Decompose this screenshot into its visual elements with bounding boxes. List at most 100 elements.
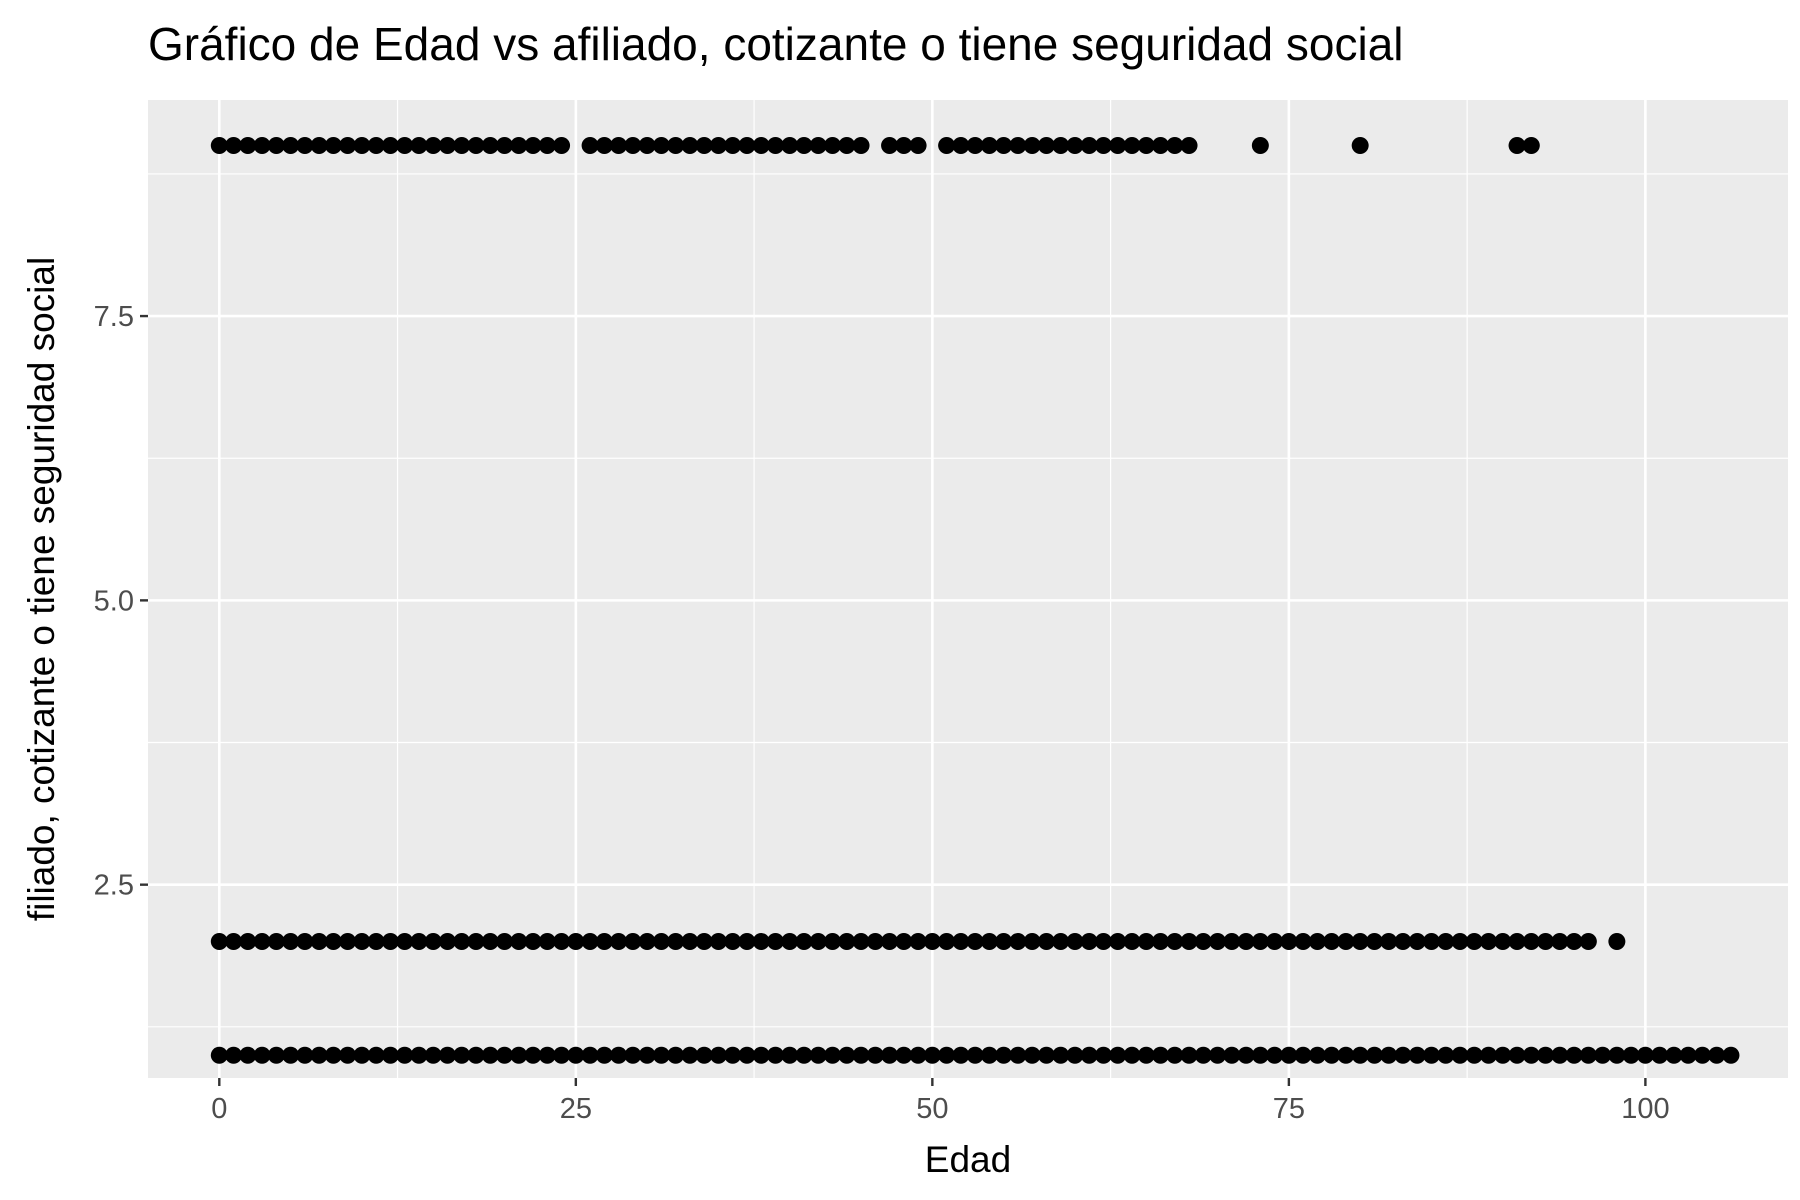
x-axis: 0 25 50 75 100 (211, 1078, 1670, 1125)
data-point (667, 933, 685, 951)
data-point (881, 1046, 899, 1064)
data-point (381, 1046, 399, 1064)
data-point (1152, 1046, 1170, 1064)
data-point (809, 933, 827, 951)
data-point (724, 933, 742, 951)
data-point (681, 933, 699, 951)
data-point (881, 933, 899, 951)
data-point (467, 136, 485, 154)
data-point (1237, 1046, 1255, 1064)
data-point (524, 136, 542, 154)
data-point (253, 933, 271, 951)
data-point (766, 933, 784, 951)
data-point (852, 136, 870, 154)
data-point (296, 1046, 314, 1064)
data-point (1551, 933, 1569, 951)
data-point (980, 136, 998, 154)
data-point (1594, 1046, 1612, 1064)
data-point (324, 933, 342, 951)
data-point (1080, 136, 1098, 154)
data-point (310, 933, 328, 951)
data-point (1537, 1046, 1555, 1064)
data-point (980, 933, 998, 951)
data-point (1422, 1046, 1440, 1064)
data-point (239, 1046, 257, 1064)
data-point (481, 933, 499, 951)
data-point (1365, 1046, 1383, 1064)
data-point (667, 136, 685, 154)
data-point (1394, 1046, 1412, 1064)
data-point (1137, 136, 1155, 154)
data-point (239, 136, 257, 154)
data-point (966, 1046, 984, 1064)
data-point (1223, 1046, 1241, 1064)
data-point (1651, 1046, 1669, 1064)
data-point (567, 1046, 585, 1064)
data-point (1508, 933, 1526, 951)
data-point (1180, 933, 1198, 951)
data-point (652, 933, 670, 951)
data-point (1009, 933, 1027, 951)
data-point (1080, 933, 1098, 951)
data-point (282, 1046, 300, 1064)
data-point (1537, 933, 1555, 951)
data-point (652, 1046, 670, 1064)
data-point (1280, 1046, 1298, 1064)
data-point (1608, 1046, 1626, 1064)
data-point (1294, 933, 1312, 951)
data-point (367, 933, 385, 951)
data-point (966, 136, 984, 154)
data-point (496, 136, 514, 154)
data-point (1237, 933, 1255, 951)
data-point (210, 933, 228, 951)
data-point (538, 1046, 556, 1064)
data-point (1080, 1046, 1098, 1064)
data-point (638, 1046, 656, 1064)
data-point (781, 1046, 799, 1064)
data-point (1380, 933, 1398, 951)
data-point (1180, 136, 1198, 154)
data-point (1308, 933, 1326, 951)
data-point (1437, 1046, 1455, 1064)
data-point (1693, 1046, 1711, 1064)
data-point (1408, 933, 1426, 951)
data-point (424, 933, 442, 951)
data-point (424, 136, 442, 154)
data-point (909, 933, 927, 951)
data-point (1679, 1046, 1697, 1064)
data-point (1209, 933, 1227, 951)
data-point (410, 933, 428, 951)
data-point (524, 1046, 542, 1064)
data-point (1009, 136, 1027, 154)
data-point (1380, 1046, 1398, 1064)
data-point (1037, 1046, 1055, 1064)
data-point (510, 933, 528, 951)
data-point (709, 136, 727, 154)
data-point (1494, 933, 1512, 951)
data-point (467, 1046, 485, 1064)
data-point (667, 1046, 685, 1064)
y-tick-label: 5.0 (94, 585, 134, 617)
y-axis: 2.5 5.0 7.5 (94, 301, 148, 902)
data-point (1166, 933, 1184, 951)
x-tick-label: 100 (1621, 1093, 1669, 1125)
data-point (709, 933, 727, 951)
data-point (438, 136, 456, 154)
data-point (995, 933, 1013, 951)
data-point (282, 136, 300, 154)
data-point (1622, 1046, 1640, 1064)
data-point (995, 1046, 1013, 1064)
data-point (1365, 933, 1383, 951)
data-point (210, 1046, 228, 1064)
data-point (1465, 1046, 1483, 1064)
data-point (353, 933, 371, 951)
data-point (1351, 136, 1369, 154)
data-point (225, 136, 243, 154)
data-point (1508, 136, 1526, 154)
data-point (1251, 1046, 1269, 1064)
data-point (781, 136, 799, 154)
data-point (752, 136, 770, 154)
data-point (638, 933, 656, 951)
data-point (1308, 1046, 1326, 1064)
data-point (1023, 1046, 1041, 1064)
